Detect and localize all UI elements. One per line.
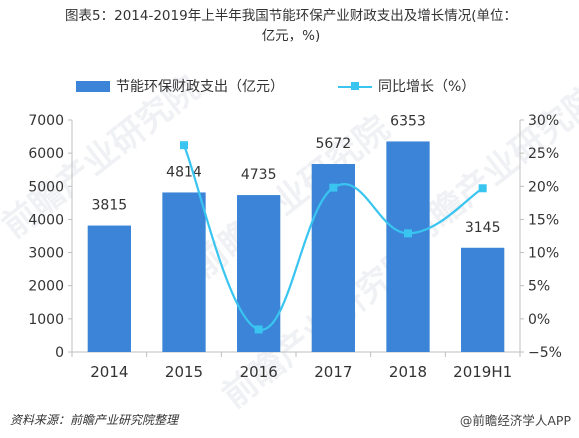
y-right-tick-label: 30% <box>528 113 559 129</box>
x-tick-label: 2018 <box>389 363 427 381</box>
legend-bar-label: 节能环保财政支出（亿元） <box>116 79 284 95</box>
bar-value-label: 3815 <box>92 198 128 214</box>
y-right-tick-label: 25% <box>528 146 559 162</box>
legend-line-swatch <box>338 81 372 92</box>
bar-value-label: 4735 <box>241 167 277 183</box>
bar-value-label: 4814 <box>166 164 202 180</box>
y-right-tick-label: 0% <box>528 312 550 328</box>
y-right-tick-label: 10% <box>528 246 559 262</box>
y-right-tick-label: 5% <box>528 279 550 295</box>
bar <box>311 164 355 352</box>
bar-value-label: 6353 <box>390 113 426 129</box>
bar <box>461 247 505 352</box>
y-left-tick-label: 3000 <box>28 246 64 262</box>
legend-item-bar: 节能环保财政支出（亿元） <box>76 76 284 96</box>
legend-bar-swatch <box>76 80 110 92</box>
chart-title-line2: 亿元，%) <box>261 28 321 44</box>
x-tick-label: 2017 <box>314 363 352 381</box>
y-right-tick-label: 20% <box>528 179 559 195</box>
y-left-tick-label: 2000 <box>28 279 64 295</box>
bar-value-label: 5672 <box>316 136 352 152</box>
growth-line <box>182 144 484 331</box>
legend-item-line: 同比增长（%） <box>338 76 475 96</box>
x-tick-label: 2019H1 <box>453 363 512 381</box>
chart-legend: 节能环保财政支出（亿元） 同比增长（%） <box>0 76 579 96</box>
growth-point <box>254 325 263 334</box>
legend-line-label: 同比增长（%） <box>378 79 476 95</box>
chart-title-line1: 图表5：2014-2019年上半年我国节能环保产业财政支出及增长情况(单位： <box>65 8 517 24</box>
y-right-tick-label: 15% <box>528 212 559 228</box>
x-tick-label: 2014 <box>90 363 128 381</box>
growth-point <box>180 141 188 150</box>
x-tick-label: 2016 <box>240 363 278 381</box>
y-left-tick-label: 0 <box>55 345 64 361</box>
y-left-tick-label: 4000 <box>28 212 64 228</box>
bar-value-label: 3145 <box>465 220 501 236</box>
growth-point <box>404 229 412 238</box>
y-right-tick-label: −5% <box>528 345 562 361</box>
bar <box>162 192 206 352</box>
bar <box>386 141 430 352</box>
source-note: 资料来源：前瞻产业研究院整理 <box>10 413 179 427</box>
y-left-tick-label: 6000 <box>28 146 64 162</box>
growth-point <box>329 183 338 192</box>
growth-point <box>478 184 487 193</box>
y-left-tick-label: 7000 <box>28 113 64 129</box>
bar <box>87 225 131 352</box>
brand-credit: @前瞻经济学人APP <box>459 413 571 428</box>
y-left-tick-label: 5000 <box>28 179 64 195</box>
y-left-tick-label: 1000 <box>28 312 64 328</box>
chart-title: 图表5：2014-2019年上半年我国节能环保产业财政支出及增长情况(单位： 亿… <box>10 6 572 46</box>
x-tick-label: 2015 <box>165 363 203 381</box>
